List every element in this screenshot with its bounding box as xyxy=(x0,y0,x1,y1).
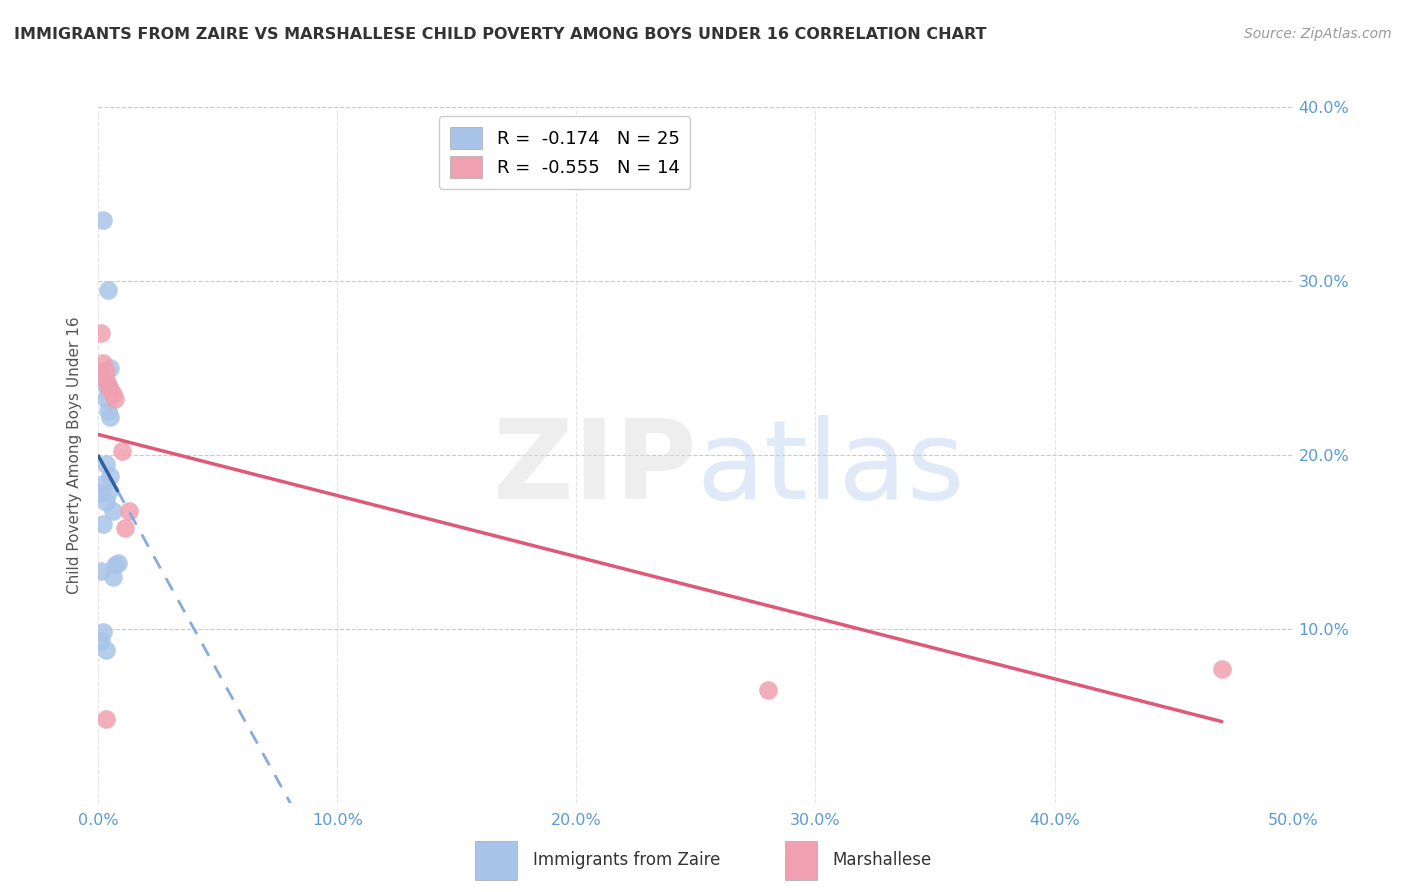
Point xyxy=(94,495,117,509)
Text: Marshallese: Marshallese xyxy=(832,851,932,870)
Point xyxy=(97,486,120,500)
Point xyxy=(118,503,141,517)
Point xyxy=(107,556,129,570)
Point xyxy=(98,409,122,424)
Point xyxy=(91,477,114,491)
Point xyxy=(94,457,117,471)
Text: ZIP: ZIP xyxy=(492,416,696,523)
Point xyxy=(101,387,124,401)
Point xyxy=(111,444,134,458)
Point xyxy=(101,503,124,517)
Point xyxy=(104,392,127,407)
Point xyxy=(90,634,112,648)
Point xyxy=(91,356,114,370)
Y-axis label: Child Poverty Among Boys Under 16: Child Poverty Among Boys Under 16 xyxy=(67,316,83,594)
Point xyxy=(90,326,112,340)
Point xyxy=(98,360,122,375)
Point xyxy=(90,565,112,579)
Text: Source: ZipAtlas.com: Source: ZipAtlas.com xyxy=(1244,27,1392,41)
Point xyxy=(94,712,117,726)
Point xyxy=(97,283,120,297)
Point xyxy=(90,486,112,500)
Text: atlas: atlas xyxy=(696,416,965,523)
Point xyxy=(91,625,114,640)
Point xyxy=(94,642,117,657)
Point xyxy=(91,213,114,227)
Point xyxy=(97,378,120,392)
Point xyxy=(97,384,120,398)
Text: IMMIGRANTS FROM ZAIRE VS MARSHALLESE CHILD POVERTY AMONG BOYS UNDER 16 CORRELATI: IMMIGRANTS FROM ZAIRE VS MARSHALLESE CHI… xyxy=(14,27,987,42)
Point xyxy=(91,373,114,387)
Legend: R =  -0.174   N = 25, R =  -0.555   N = 14: R = -0.174 N = 25, R = -0.555 N = 14 xyxy=(439,116,690,189)
Point xyxy=(104,558,127,572)
Point xyxy=(94,392,117,407)
Point xyxy=(97,404,120,418)
Point xyxy=(114,521,136,535)
Point xyxy=(90,364,112,378)
Point xyxy=(101,570,124,584)
Point xyxy=(98,468,122,483)
Point xyxy=(94,378,117,392)
Point xyxy=(94,373,117,387)
Point xyxy=(91,517,114,532)
Point xyxy=(94,364,117,378)
Point xyxy=(756,682,779,697)
Point xyxy=(1211,662,1233,676)
FancyBboxPatch shape xyxy=(785,840,817,880)
FancyBboxPatch shape xyxy=(475,840,517,880)
Text: Immigrants from Zaire: Immigrants from Zaire xyxy=(533,851,721,870)
Point xyxy=(98,382,122,396)
